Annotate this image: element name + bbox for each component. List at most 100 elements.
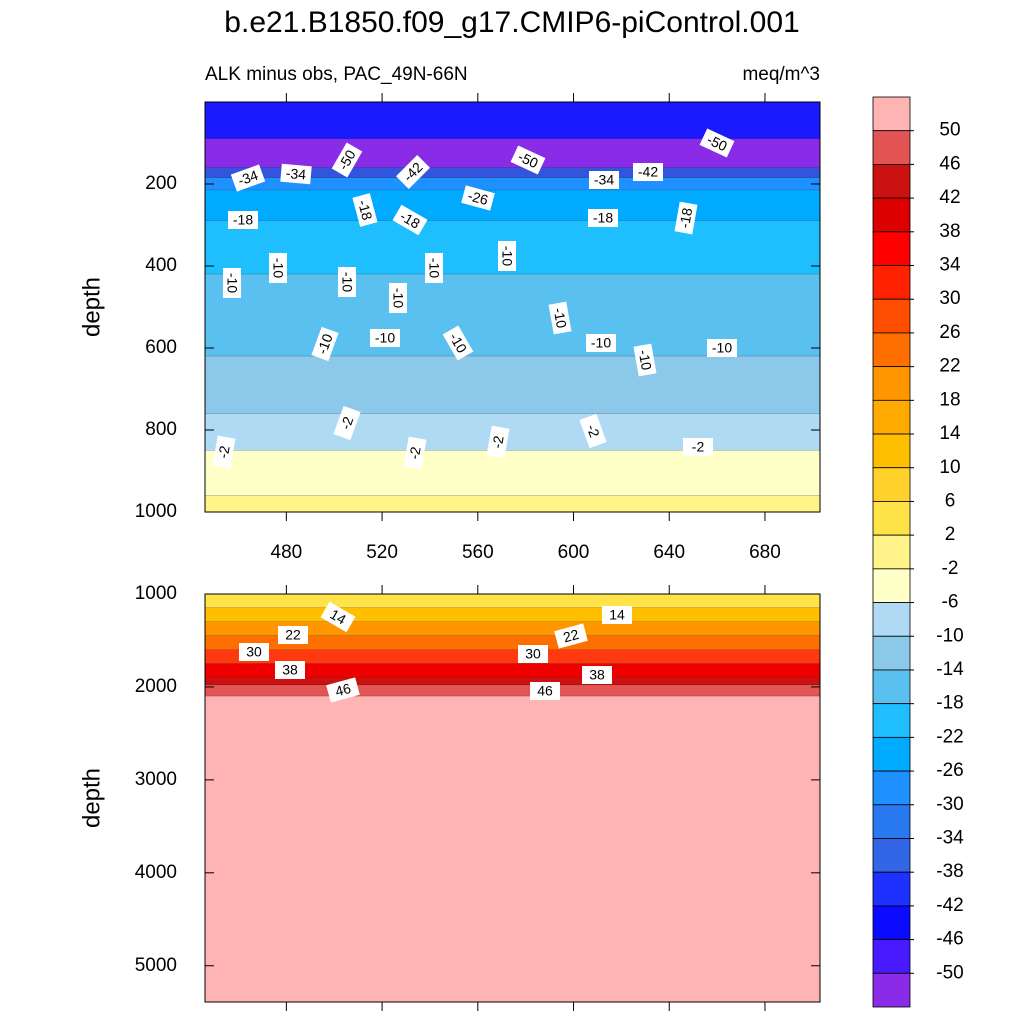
contour-label-box: [602, 606, 632, 624]
contour-label: -10: [548, 301, 572, 335]
contour-label: 46: [530, 682, 560, 700]
contour-label-box: [278, 626, 308, 644]
contour-label-box: [674, 201, 698, 235]
y-tick-label: 200: [145, 173, 177, 194]
contour-label-box: [548, 301, 572, 335]
contour-label-text: -10: [712, 340, 732, 356]
colorbar-label: 18: [939, 389, 960, 410]
colorbar-swatch: [872, 130, 911, 165]
contour-label-text: -10: [270, 258, 286, 278]
contour-label-box: [586, 334, 616, 352]
contour-label: -10: [223, 268, 241, 298]
y-axis-label: depth: [78, 277, 105, 337]
colorbar-swatch: [872, 231, 911, 266]
contour-label: -18: [674, 201, 698, 235]
subtitle-right: meq/m^3: [742, 64, 820, 85]
contour-band: [205, 635, 820, 650]
colorbar-label: -38: [936, 861, 963, 882]
contour-label-text: 22: [285, 627, 301, 643]
colorbar-label: 50: [939, 120, 960, 141]
contour-label: -10: [269, 253, 287, 283]
contour-label: -10: [389, 283, 407, 313]
contour-label: 30: [518, 645, 548, 663]
colorbar-swatch: [872, 433, 911, 469]
colorbar-swatch: [872, 838, 911, 873]
contour-label: -34: [230, 164, 266, 192]
contour-label: 38: [275, 661, 305, 679]
colorbar-label: -50: [936, 962, 963, 983]
contour-label-box: [518, 645, 548, 663]
contour-label-box: [320, 601, 356, 633]
contour-label: -2: [333, 405, 361, 441]
x-tick-label: 600: [558, 542, 590, 563]
colorbar-swatch: [872, 939, 911, 974]
contour-label-text: 22: [561, 626, 580, 646]
colorbar-swatch: [872, 534, 911, 570]
colorbar-label: -2: [942, 558, 959, 579]
colorbar-swatch: [872, 602, 911, 637]
contour-label: -50: [699, 128, 735, 158]
colorbar-label: -14: [936, 659, 964, 680]
contour-label-text: 14: [327, 606, 349, 628]
contour-label-text: 30: [246, 644, 262, 660]
chart-title: b.e21.B1850.f09_g17.CMIP6-piControl.001: [224, 6, 799, 39]
contour-label-box: [275, 661, 305, 679]
colorbar-swatch: [872, 298, 911, 334]
contour-label-box: [589, 171, 619, 189]
contour-label-text: 46: [537, 683, 553, 699]
colorbar-swatch: [872, 770, 911, 806]
contour-label-text: -10: [375, 330, 395, 346]
colorbar-swatch: [872, 871, 911, 907]
contour-label-text: -42: [638, 164, 658, 180]
contour-label: -2: [403, 436, 427, 470]
contour-label-text: -18: [593, 210, 613, 226]
contour-label-text: -18: [233, 212, 253, 228]
contour-label-box: [370, 329, 400, 347]
contour-label-box: [530, 682, 560, 700]
contour-label-text: -10: [339, 272, 355, 292]
contour-label-box: [486, 425, 510, 459]
contour-label-text: -2: [692, 439, 705, 455]
y-tick-label: 5000: [135, 955, 177, 976]
contour-label-box: [331, 142, 363, 178]
contour-label-box: [212, 435, 236, 469]
plot-area: [205, 594, 820, 1002]
colorbar-swatch: [872, 905, 911, 940]
colorbar-swatch: [872, 568, 911, 603]
contour-label: -42: [633, 163, 663, 181]
contour-label-text: -2: [337, 414, 356, 431]
contour-label-text: -2: [215, 444, 233, 459]
contour-band: [205, 649, 820, 664]
contour-label: -18: [228, 211, 258, 229]
colorbar-label: -22: [936, 726, 963, 747]
contour-label-box: [269, 253, 287, 283]
contour-label-box: [579, 413, 607, 449]
colorbar-label: -42: [936, 895, 963, 916]
contour-label-text: -34: [285, 165, 307, 183]
colorbar-label: 42: [939, 187, 960, 208]
contour-label: -2: [486, 425, 510, 459]
contour-label-box: [633, 163, 663, 181]
contour-label-box: [425, 253, 443, 283]
x-tick-label: 680: [749, 542, 781, 563]
colorbar-swatch: [872, 635, 911, 671]
colorbar-label: -34: [936, 827, 964, 848]
contour-label-box: [223, 268, 241, 298]
contour-label: -10: [338, 267, 356, 297]
y-tick-label: 3000: [135, 769, 177, 790]
contour-label: -10: [370, 329, 400, 347]
contour-label: -34: [589, 171, 619, 189]
contour-label-text: -34: [236, 167, 261, 189]
contour-label-box: [338, 267, 356, 297]
x-tick-label: 480: [271, 542, 303, 563]
x-tick-label: 560: [462, 542, 494, 563]
subtitle-left: ALK minus obs, PAC_49N-66N: [205, 64, 468, 85]
contour-label-text: 38: [589, 667, 605, 683]
contour-label-text: 14: [609, 607, 625, 623]
contour-band: [205, 607, 820, 622]
contour-label: -18: [392, 204, 428, 236]
contour-band: [205, 167, 820, 178]
contour-label: -50: [510, 145, 546, 175]
contour-label: 30: [239, 643, 269, 661]
colorbar-swatch: [872, 804, 911, 839]
